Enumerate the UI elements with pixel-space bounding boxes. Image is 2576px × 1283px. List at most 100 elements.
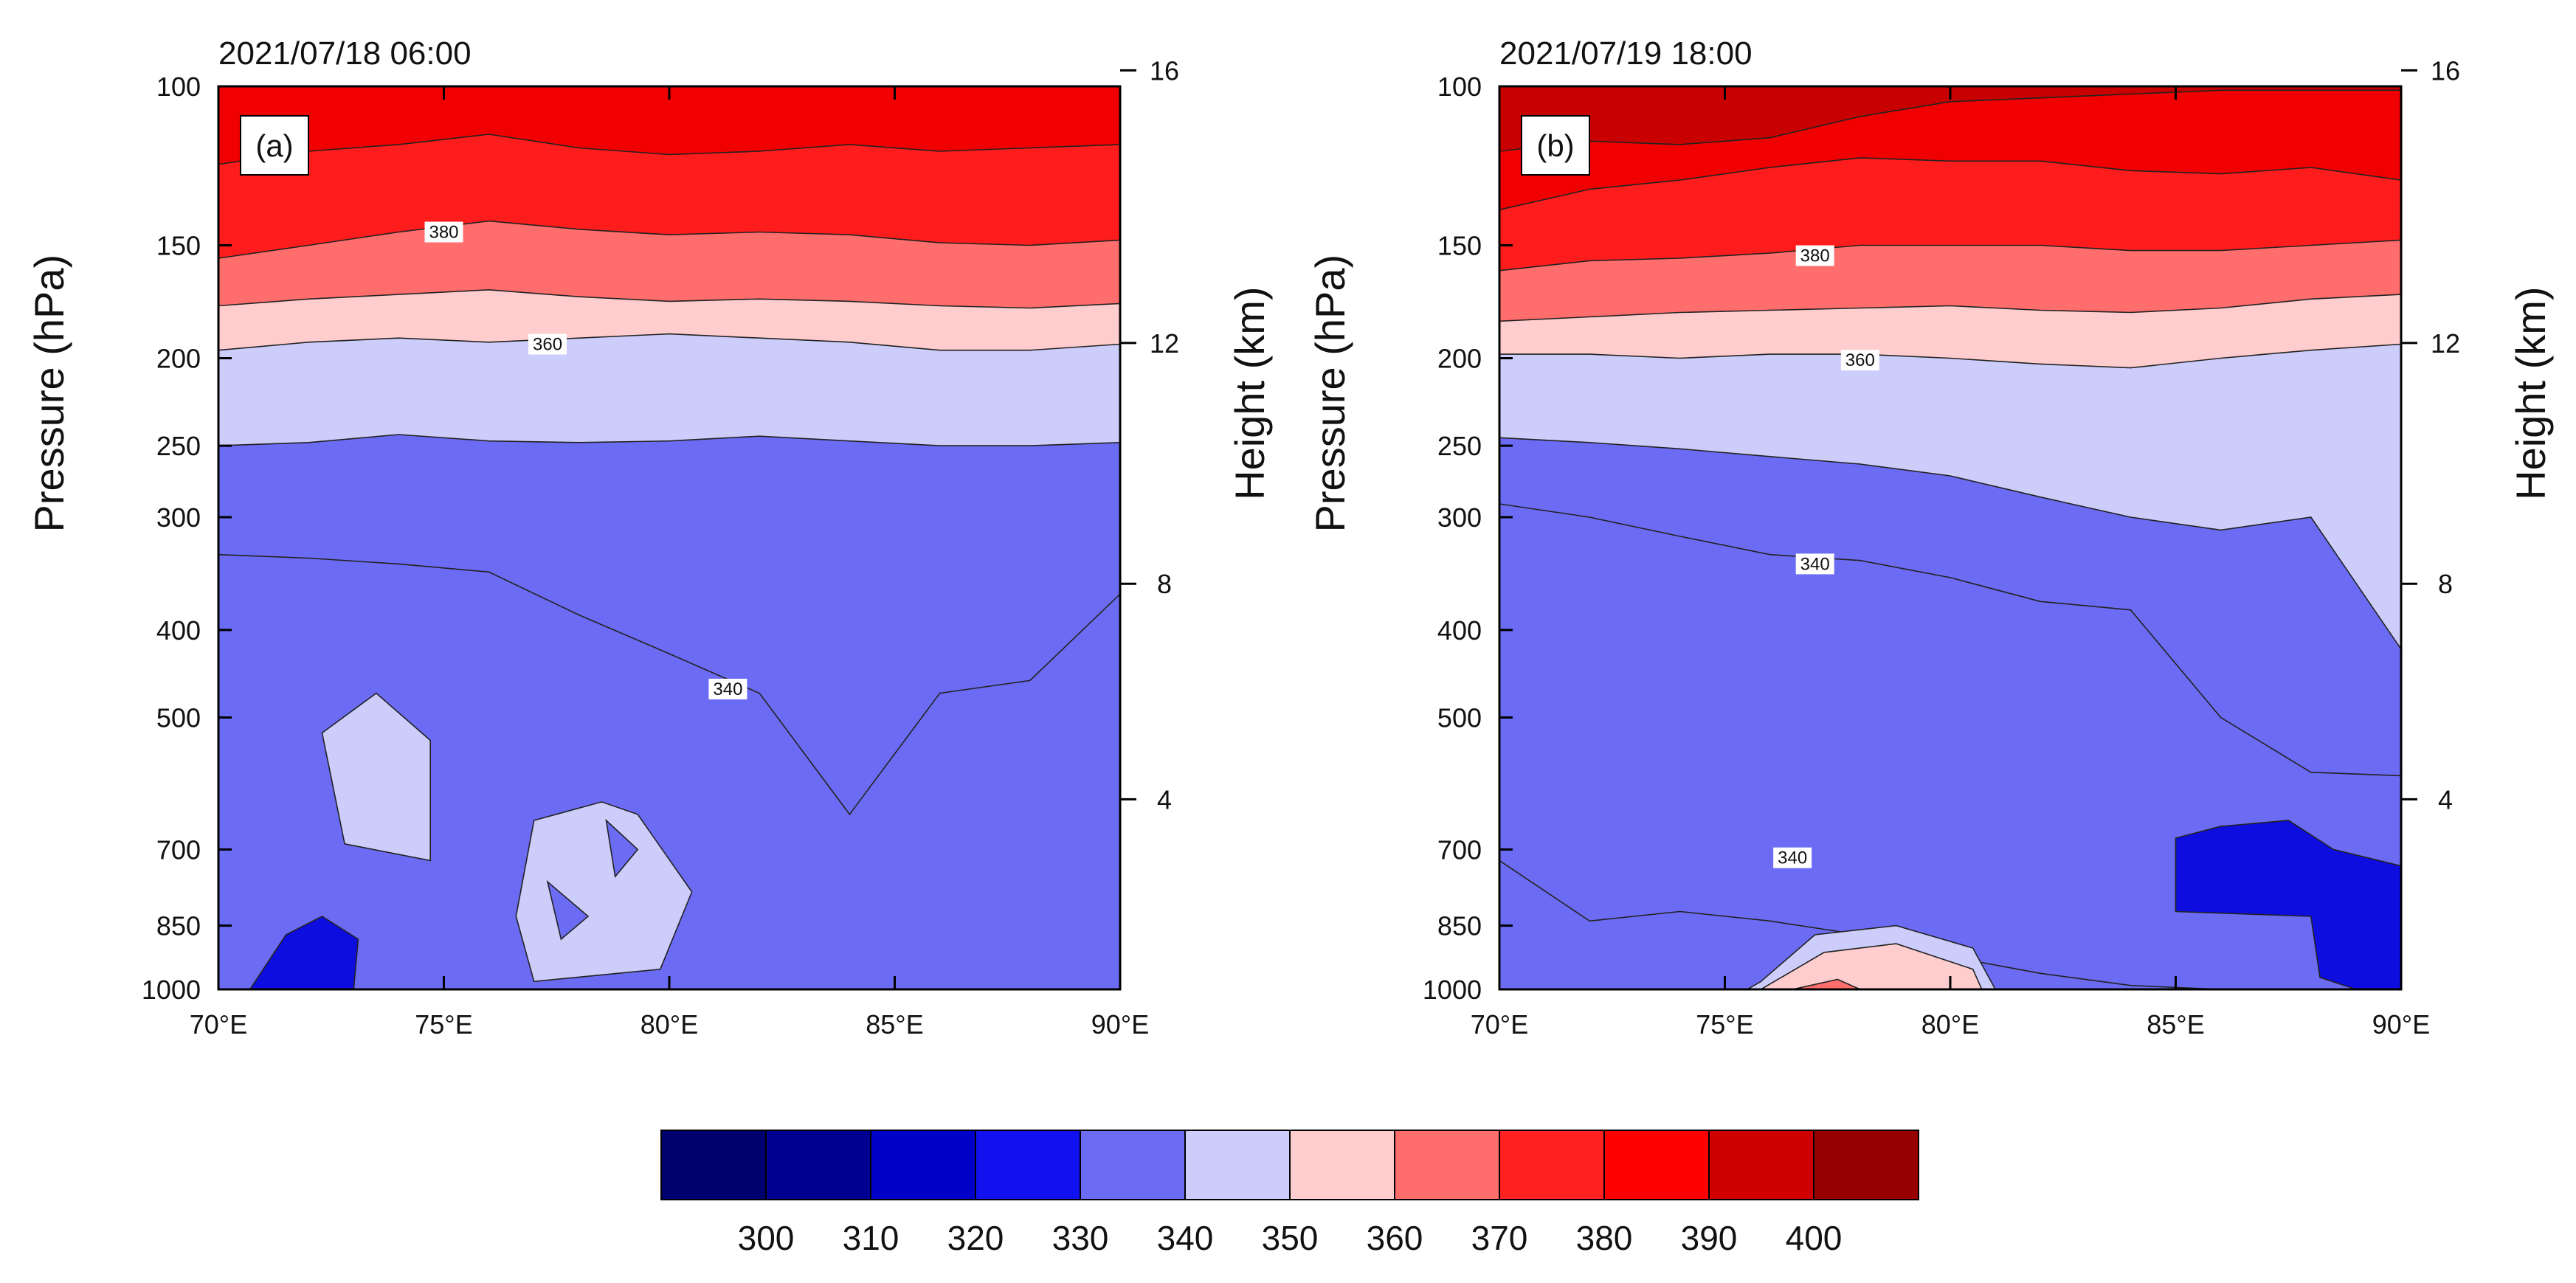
colorbar-tick-label: 400: [1786, 1219, 1843, 1257]
contour-line-370: [1499, 294, 2401, 322]
colorbar: 300 310 320 330 340 350 360 370 380 390 400: [660, 1130, 1919, 1257]
colorbar-swatch: [1708, 1130, 1814, 1200]
contour-blob-350: [321, 692, 431, 862]
y-tick-label: 200: [156, 343, 201, 373]
height-tick-label: 16: [1150, 55, 1179, 86]
x-tick-label: 75°E: [415, 1009, 472, 1040]
y-tick-label: 150: [1437, 231, 1482, 261]
contour-label-text: 380: [1800, 246, 1830, 266]
contour-line-360: [1499, 343, 2401, 369]
contour-label-text: 340: [1800, 554, 1830, 574]
y-tick-label: 850: [1437, 911, 1482, 941]
panel-tag-text: (a): [255, 128, 293, 163]
colorbar-swatch: [1184, 1130, 1291, 1200]
y-tick-label: 300: [1437, 502, 1482, 533]
plot-area: [218, 86, 1120, 989]
contour-label-text: 380: [429, 223, 458, 243]
x-tick-label: 85°E: [2147, 1009, 2204, 1040]
panel-tag: (b): [1521, 115, 1590, 176]
height-tick-label: 4: [1157, 784, 1172, 815]
y-tick-label: 500: [1437, 703, 1482, 733]
contour-label: 340: [708, 678, 747, 699]
panel-b: 380 360 340 340 (b) 100 150 200 250 300 400 500 700 8…: [1307, 35, 2554, 1040]
height-tick-label: 8: [1157, 569, 1172, 599]
x-tick-label: 90°E: [1091, 1009, 1149, 1040]
x-tick-label: 70°E: [1471, 1009, 1528, 1040]
y-tick-label: 400: [1437, 615, 1482, 646]
colorbar-tick-label: 340: [1157, 1219, 1214, 1257]
x-tick-label: 80°E: [1921, 1009, 1979, 1040]
x-tick-label: 90°E: [2372, 1009, 2430, 1040]
colorbar-swatch: [1289, 1130, 1395, 1200]
contour-line-380: [1499, 239, 2401, 272]
colorbar-tick-label: 390: [1681, 1219, 1738, 1257]
colorbar-swatch: [1080, 1130, 1186, 1200]
contour-fill-390: [218, 86, 1120, 165]
colorbar-swatch: [660, 1130, 767, 1200]
panel-a-title: 2021/07/18 06:00: [218, 35, 472, 72]
colorbar-tick-label: 310: [843, 1219, 899, 1257]
contour-fill-400: [1499, 86, 2401, 151]
y-tick-label: 700: [1437, 834, 1482, 865]
y-tick-label: 250: [1437, 431, 1482, 461]
contour-blob-370: [1792, 978, 1861, 989]
colorbar-swatch: [870, 1130, 976, 1200]
contour-blob-340: [546, 879, 590, 941]
contour-line-340: [218, 553, 1120, 816]
colorbar-swatch: [1499, 1130, 1605, 1200]
colorbar-tick-label: 380: [1576, 1219, 1633, 1257]
y-tick-label: 150: [156, 231, 201, 261]
contour-label: 360: [1840, 350, 1879, 371]
panel-b-title: 2021/07/19 18:00: [1499, 35, 1753, 72]
contour-label-text: 360: [1845, 350, 1875, 370]
panel-tag-text: (b): [1536, 128, 1574, 163]
contour-line-400: [1499, 89, 2401, 152]
contour-line-360: [218, 333, 1120, 351]
colorbar-tick-label: 350: [1262, 1219, 1319, 1257]
contour-blob-360: [1759, 943, 1983, 989]
height-tick-label: 16: [2431, 55, 2460, 86]
contour-line-380: [218, 220, 1120, 259]
x-tick-label: 85°E: [866, 1009, 923, 1040]
height-tick-label: 12: [1150, 328, 1179, 359]
panel-a-height-axis-title: Height (km): [1226, 286, 1273, 499]
colorbar-swatch: [1813, 1130, 1919, 1200]
contour-label-text: 360: [533, 335, 562, 355]
colorbar-swatch: [765, 1130, 871, 1200]
contour-line-340: [1499, 503, 2401, 777]
panel-tag: (a): [240, 115, 309, 176]
colorbar-swatch: [1603, 1130, 1710, 1200]
contour-label: 340: [1773, 847, 1812, 868]
x-tick-label: 75°E: [1696, 1009, 1753, 1040]
y-tick-label: 100: [156, 72, 201, 102]
contour-blob-340: [605, 818, 639, 878]
contour-label: 380: [1795, 245, 1834, 266]
colorbar-tick-label: 320: [947, 1219, 1004, 1257]
plot-area: [1499, 86, 2401, 989]
colorbar-tick-label: 360: [1367, 1219, 1423, 1257]
panel-a: 380 360 340 (a) 100 150 200 250 300 400 500 700 850 1…: [26, 35, 1273, 1040]
contour-label: 360: [528, 333, 567, 355]
contour-line-390: [1499, 157, 2401, 211]
y-tick-label: 850: [156, 911, 201, 941]
colorbar-tick-label: 370: [1471, 1219, 1528, 1257]
y-tick-label: 1000: [1423, 975, 1482, 1005]
contour-line-350: [1499, 437, 2401, 650]
y-tick-label: 250: [156, 431, 201, 461]
y-tick-label: 400: [156, 615, 201, 646]
contour-line-350: [218, 434, 1120, 446]
y-tick-label: 500: [156, 703, 201, 733]
panel-a-pressure-axis-title: Pressure (hPa): [26, 255, 72, 533]
colorbar-tick-label: 330: [1052, 1219, 1109, 1257]
height-tick-label: 8: [2438, 569, 2453, 599]
panel-b-pressure-axis-title: Pressure (hPa): [1307, 255, 1353, 533]
contour-line-370: [218, 288, 1120, 309]
x-tick-label: 80°E: [640, 1009, 698, 1040]
y-tick-label: 200: [1437, 343, 1482, 373]
panel-b-height-axis-title: Height (km): [2507, 286, 2554, 499]
contour-label-text: 340: [1778, 848, 1807, 868]
y-tick-label: 700: [156, 834, 201, 865]
contour-blob-330: [249, 916, 359, 989]
y-tick-label: 300: [156, 502, 201, 533]
contour-line-390: [218, 134, 1120, 165]
